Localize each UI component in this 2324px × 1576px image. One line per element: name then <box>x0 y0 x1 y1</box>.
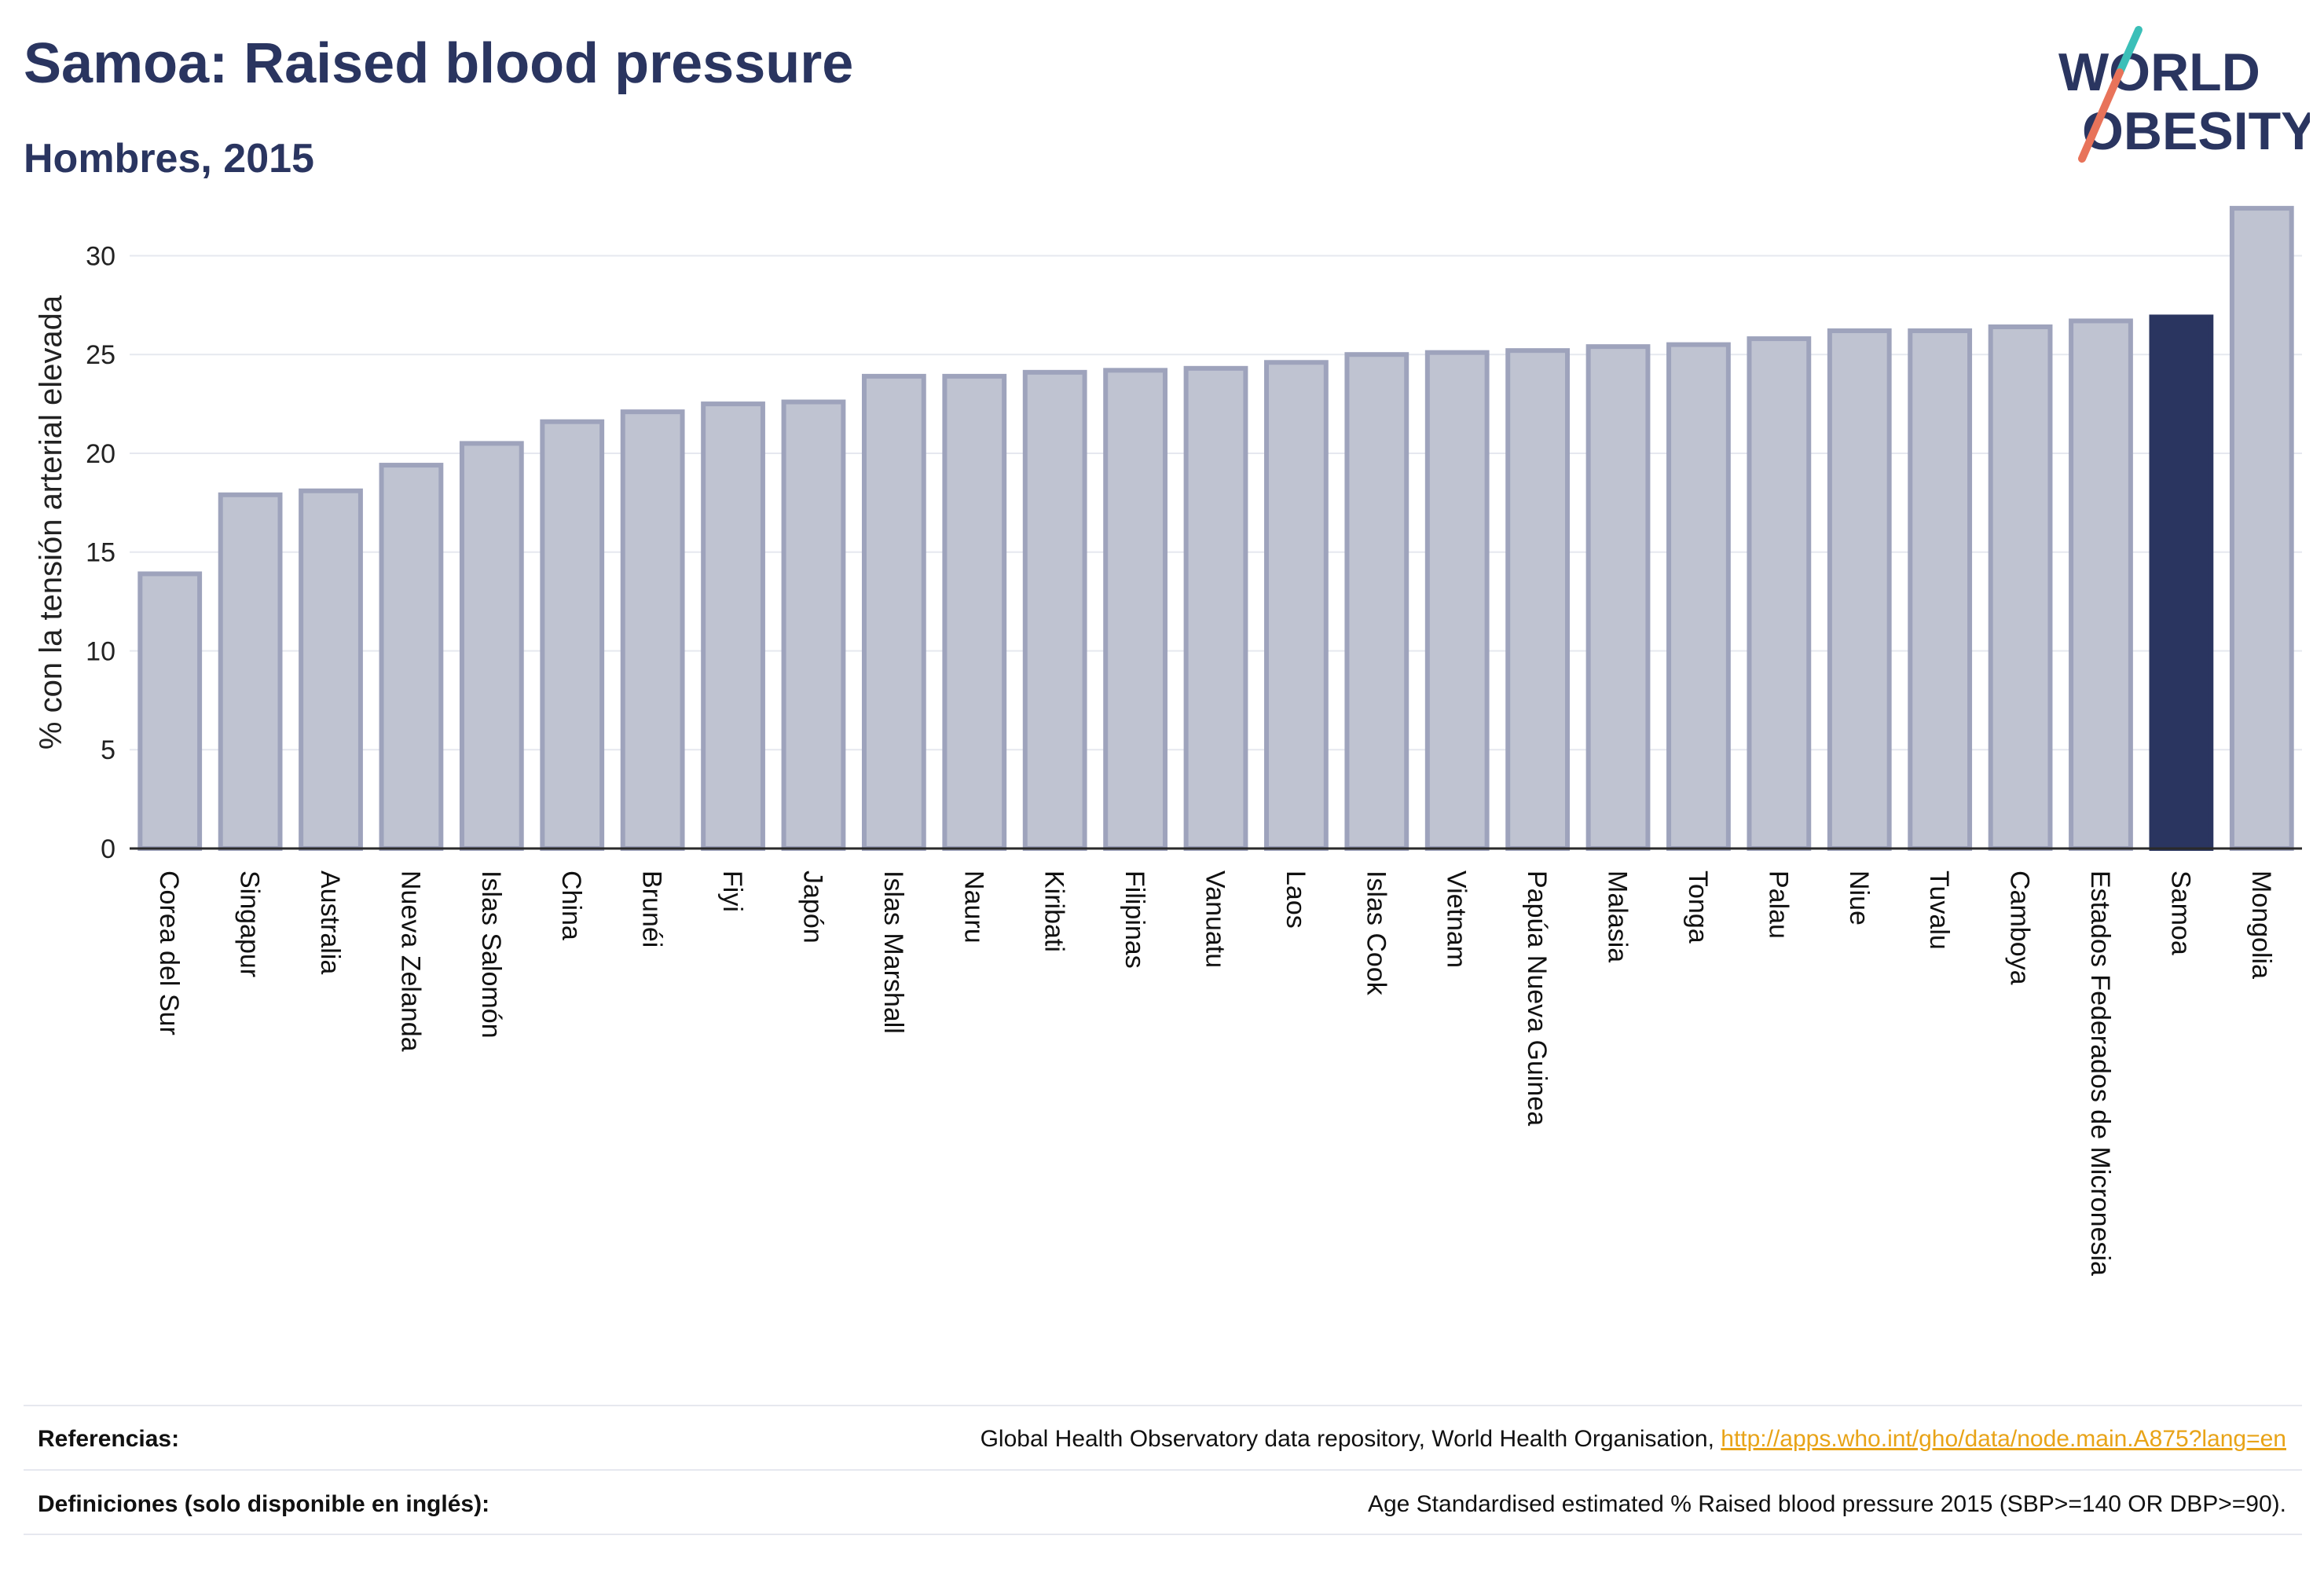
footer-divider-middle <box>24 1469 2302 1471</box>
bar <box>1747 336 1812 852</box>
bar <box>781 399 846 851</box>
y-tick-label: 10 <box>86 636 115 666</box>
y-tick-label: 20 <box>86 439 115 469</box>
bar <box>1827 328 1892 852</box>
x-tick-label: Tuvalu <box>1924 870 1954 950</box>
bar <box>2229 206 2294 852</box>
x-tick-label: Samoa <box>2165 870 2195 955</box>
x-tick-label: Mongolia <box>2246 870 2276 979</box>
footer-divider-top <box>24 1405 2302 1406</box>
x-tick-label: Camboya <box>2005 870 2035 985</box>
definitions-value: Age Standardised estimated % Raised bloo… <box>1367 1491 2286 1517</box>
bar <box>942 373 1007 851</box>
x-tick-label: Fiyi <box>717 870 747 912</box>
logo-accent-top <box>2116 26 2143 76</box>
bar <box>1908 328 1973 852</box>
bar <box>137 571 203 851</box>
y-axis-title: % con la tensión arterial elevada <box>34 295 68 750</box>
x-tick-label: Kiribati <box>1039 870 1069 952</box>
bar <box>1183 365 1248 851</box>
bar <box>379 463 444 851</box>
bar <box>620 409 685 851</box>
x-tick-label: Japón <box>797 870 827 944</box>
y-tick-label: 15 <box>86 538 115 568</box>
bar <box>701 401 765 851</box>
bar <box>1505 348 1571 851</box>
bar <box>218 492 283 852</box>
bar-highlight <box>2149 314 2214 851</box>
references-value: Global Health Observatory data repositor… <box>981 1426 2286 1453</box>
footer-divider-bottom <box>24 1534 2302 1535</box>
bar <box>1022 369 1087 851</box>
x-tick-label: Nauru <box>959 870 988 944</box>
bar <box>1344 352 1409 852</box>
bar <box>459 441 524 851</box>
x-tick-label: Islas Cook <box>1361 870 1391 996</box>
x-tick-label: Palau <box>1763 870 1793 939</box>
x-tick-label: Laos <box>1281 870 1310 929</box>
x-tick-label: Estados Federados de Micronesia <box>2085 870 2115 1276</box>
x-tick-label: Brunéi <box>637 870 667 947</box>
bar <box>1103 368 1167 852</box>
bar <box>1424 350 1490 851</box>
bar <box>1666 342 1731 851</box>
x-tick-label: Niue <box>1844 870 1874 925</box>
x-tick-label: Tonga <box>1683 870 1713 944</box>
logo-accent-bottom <box>2078 68 2124 163</box>
x-tick-label: Islas Marshall <box>878 870 908 1034</box>
x-tick-label: Vanuatu <box>1200 870 1230 968</box>
bar <box>1264 360 1329 852</box>
world-obesity-logo: WORLD OBESITY <box>2058 26 2310 163</box>
bar <box>1988 324 2053 851</box>
bar <box>299 488 363 851</box>
x-tick-label: Corea del Sur <box>154 870 184 1035</box>
definitions-label: Definiciones (solo disponible en inglés)… <box>38 1491 490 1517</box>
bar <box>861 373 926 851</box>
bar <box>1585 344 1651 852</box>
y-tick-label: 0 <box>101 834 115 864</box>
references-text: Global Health Observatory data repositor… <box>980 1426 1721 1452</box>
x-tick-label: Vietnam <box>1442 870 1472 968</box>
x-tick-label: Singapur <box>235 870 265 977</box>
x-tick-label: Nueva Zelanda <box>395 870 425 1052</box>
y-tick-label: 5 <box>101 735 115 765</box>
page-title: Samoa: Raised blood pressure <box>24 32 854 95</box>
bar-chart: 0 5 10 15 20 25 30 % con la tensión arterial el… <box>34 206 2302 1276</box>
y-tick-label: 30 <box>86 241 115 271</box>
x-tick-label: Papúa Nueva Guinea <box>1522 870 1552 1126</box>
x-tick-label: China <box>556 870 586 940</box>
bar <box>540 419 605 851</box>
bar <box>2069 318 2133 852</box>
references-label: Referencias: <box>38 1426 180 1452</box>
references-link[interactable]: http://apps.who.int/gho/data/node.main.A… <box>1721 1426 2286 1452</box>
y-tick-label: 25 <box>86 340 115 370</box>
x-tick-label: Islas Salomón <box>476 870 506 1039</box>
page-subtitle: Hombres, 2015 <box>24 136 314 181</box>
x-tick-label: Filipinas <box>1120 870 1149 969</box>
logo-line1: WORLD <box>2058 42 2260 102</box>
x-tick-label: Malasia <box>1603 870 1633 962</box>
logo-line2: OBESITY <box>2082 101 2310 161</box>
x-tick-label: Australia <box>315 870 345 974</box>
